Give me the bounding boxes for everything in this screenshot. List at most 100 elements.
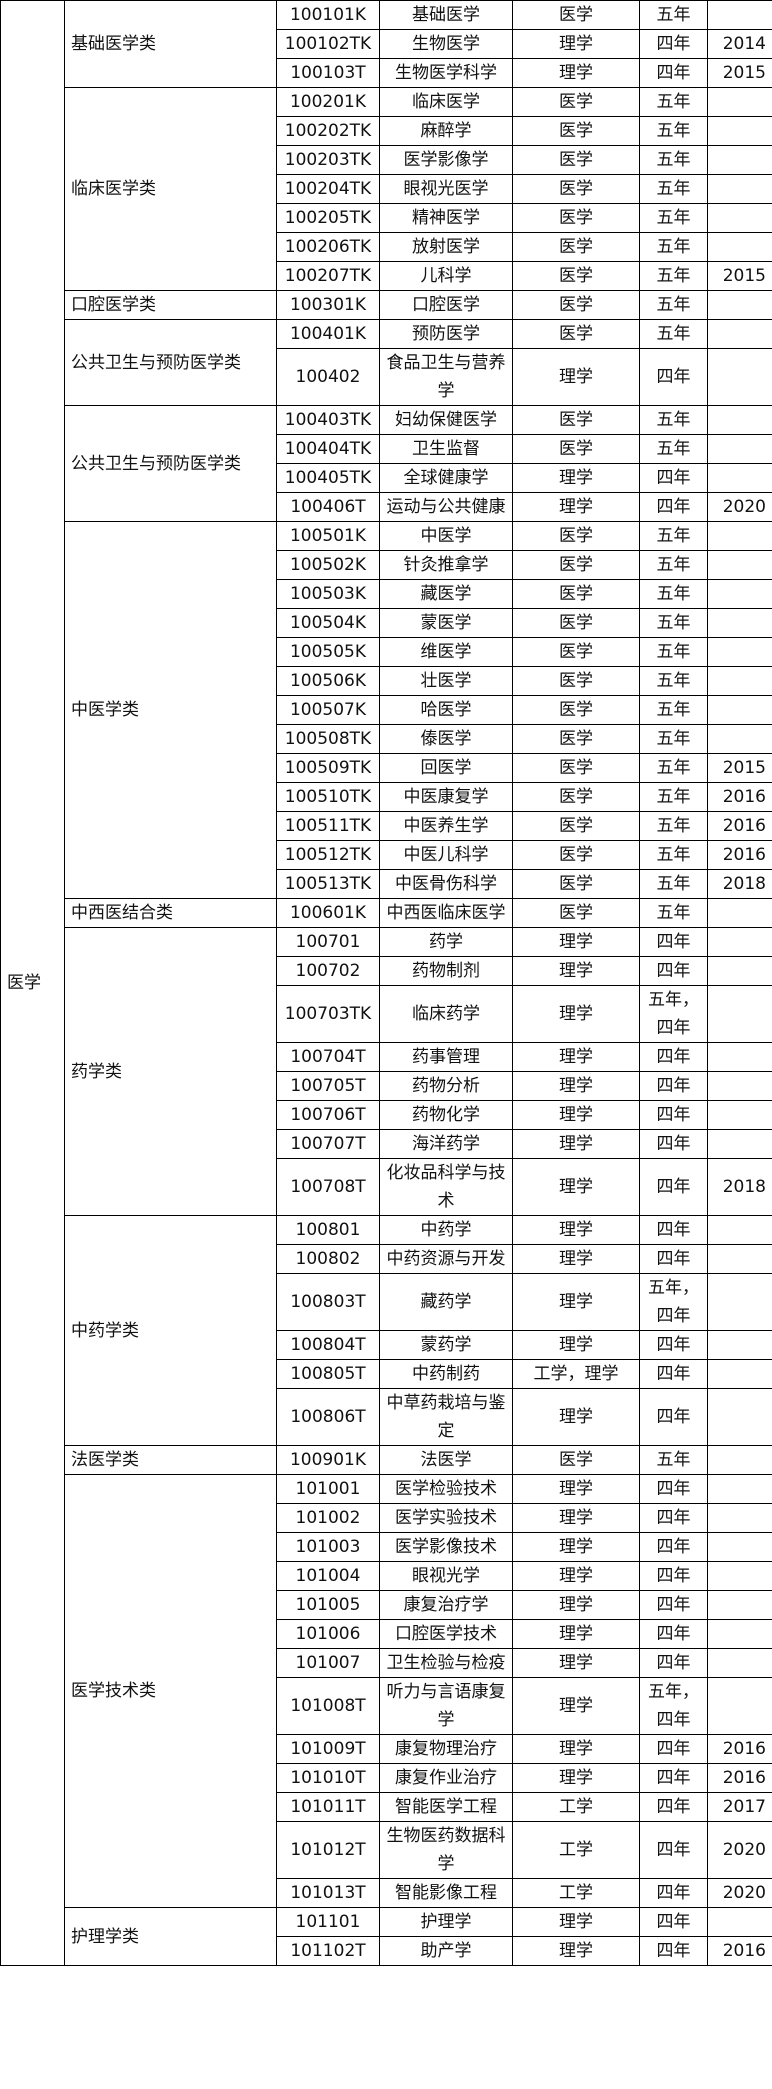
degree: 医学 [512,695,640,725]
code: 101004 [276,1561,380,1591]
major-name: 临床药学 [379,985,513,1043]
year-added [707,1388,772,1446]
table-row: 100502K 针灸推拿学 医学 五年 [1,550,772,580]
duration: 四年 [639,58,708,88]
code: 100511TK [276,811,380,841]
degree: 理学 [512,1244,640,1274]
category: 药学类 [64,927,277,1216]
table-row: 100509TK 回医学 医学 五年 2015 [1,753,772,783]
code: 100206TK [276,232,380,262]
year-added: 2018 [707,1158,772,1216]
table-row: 101005 康复治疗学 理学 四年 [1,1590,772,1620]
code: 100706T [276,1100,380,1130]
year-added [707,1330,772,1360]
table-row: 101012T 生物医药数据科学 工学 四年 2020 [1,1821,772,1879]
duration: 五年 [639,521,708,551]
table-row: 中西医结合类 100601K 中西医临床医学 医学 五年 [1,898,772,928]
table-row: 中药学类 100801 中药学 理学 四年 [1,1215,772,1446]
code: 100702 [276,956,380,986]
degree: 理学 [512,58,640,88]
table-row: 100202TK 麻醉学 医学 五年 [1,116,772,146]
major-name: 口腔医学技术 [379,1619,513,1649]
year-added [707,0,772,30]
duration: 四年 [639,1100,708,1130]
year-added: 2016 [707,1734,772,1764]
table-row: 101009T 康复物理治疗 理学 四年 2016 [1,1734,772,1764]
degree: 理学 [512,985,640,1043]
code: 100802 [276,1244,380,1274]
year-added [707,898,772,928]
table-row: 100402 食品卫生与营养学 理学 四年 [1,348,772,406]
year-added [707,724,772,754]
year-added [707,1532,772,1562]
duration: 四年 [639,1936,708,1966]
major-name: 生物医药数据科学 [379,1821,513,1879]
table-row: 100405TK 全球健康学 理学 四年 [1,463,772,493]
table-row: 公共卫生与预防医学类 100401K 预防医学 医学 五年 [1,319,772,406]
degree: 医学 [512,579,640,609]
code: 101003 [276,1532,380,1562]
duration: 四年 [639,1359,708,1389]
year-added [707,608,772,638]
major-name: 助产学 [379,1936,513,1966]
degree: 理学 [512,348,640,406]
year-added [707,116,772,146]
code: 100502K [276,550,380,580]
degree: 理学 [512,1907,640,1937]
major-name: 中医康复学 [379,782,513,812]
duration: 五年，四年 [639,985,708,1043]
year-added [707,1273,772,1331]
year-added: 2020 [707,492,772,522]
degree: 医学 [512,521,640,551]
degree: 理学 [512,1619,640,1649]
degree: 工学 [512,1878,640,1908]
duration: 四年 [639,1244,708,1274]
table-row: 临床医学类 100201K 临床医学 医学 五年 [1,87,772,291]
table-row: 100203TK 医学影像学 医学 五年 [1,145,772,175]
code: 100701 [276,927,380,957]
duration: 五年 [639,405,708,435]
code: 100301K [276,290,380,320]
degree: 理学 [512,1388,640,1446]
major-name: 眼视光医学 [379,174,513,204]
code: 101007 [276,1648,380,1678]
year-added [707,463,772,493]
year-added [707,1100,772,1130]
duration: 四年 [639,1158,708,1216]
category: 口腔医学类 [64,290,277,320]
year-added [707,1445,772,1475]
year-added: 2016 [707,782,772,812]
code: 100708T [276,1158,380,1216]
duration: 五年 [639,203,708,233]
year-added [707,985,772,1043]
duration: 四年 [639,1215,708,1245]
code: 100403TK [276,405,380,435]
code: 100707T [276,1129,380,1159]
category: 法医学类 [64,1445,277,1475]
major-name: 卫生检验与检疫 [379,1648,513,1678]
degree: 理学 [512,1590,640,1620]
code: 100406T [276,492,380,522]
code: 101005 [276,1590,380,1620]
code: 100102TK [276,29,380,59]
table-row: 100508TK 傣医学 医学 五年 [1,724,772,754]
year-added: 2014 [707,29,772,59]
code: 100803T [276,1273,380,1331]
major-name: 哈医学 [379,695,513,725]
degree: 医学 [512,898,640,928]
duration: 五年 [639,0,708,30]
major-name: 中药资源与开发 [379,1244,513,1274]
code: 100806T [276,1388,380,1446]
degree: 理学 [512,1474,640,1504]
table-row: 中医学类 100501K 中医学 医学 五年 [1,521,772,899]
duration: 四年 [639,348,708,406]
year-added [707,434,772,464]
code: 100506K [276,666,380,696]
major-name: 中医养生学 [379,811,513,841]
duration: 五年 [639,261,708,291]
table-row: 101102T 助产学 理学 四年 2016 [1,1936,772,1966]
major-name: 中医学 [379,521,513,551]
year-added [707,1907,772,1937]
table-row: 100506K 壮医学 医学 五年 [1,666,772,696]
